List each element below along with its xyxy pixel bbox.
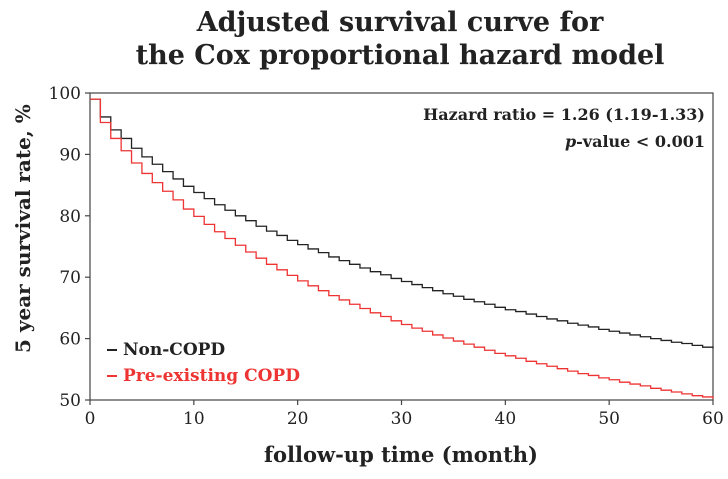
chart-title-line-2: the Cox proportional hazard model — [135, 40, 665, 71]
y-tick-label: 60 — [59, 330, 81, 350]
legend-label: Pre-existing COPD — [123, 366, 300, 386]
y-tick-label: 80 — [59, 207, 81, 227]
legend-label: Non-COPD — [123, 340, 225, 360]
x-tick-label: 60 — [702, 409, 724, 429]
y-tick-label: 90 — [59, 145, 81, 165]
chart-title-line-1: Adjusted survival curve for — [196, 7, 604, 38]
series-line-non-copd — [90, 98, 714, 349]
x-tick-label: 50 — [598, 409, 620, 429]
series-layer — [90, 98, 714, 399]
y-tick-label: 100 — [49, 84, 81, 104]
hazard-annotation: Hazard ratio = 1.26 (1.19-1.33) p-value … — [423, 105, 705, 151]
x-tick-label: 40 — [495, 409, 517, 429]
axes: 0 10 20 30 40 50 60 50 60 70 80 90 100 — [49, 84, 724, 429]
y-tick-label: 50 — [59, 391, 81, 411]
p-value-text: p-value < 0.001 — [565, 132, 705, 151]
x-tick-label: 10 — [183, 409, 205, 429]
x-tick-label: 0 — [85, 409, 96, 429]
x-tick-label: 30 — [391, 409, 413, 429]
legend: Non-COPD Pre-existing COPD — [107, 340, 300, 386]
hazard-ratio-text: Hazard ratio = 1.26 (1.19-1.33) — [423, 105, 705, 124]
series-line-pre-existing-copd — [90, 98, 714, 399]
x-tick-label: 20 — [287, 409, 309, 429]
chart-title: Adjusted survival curve for the Cox prop… — [60, 6, 728, 72]
p-value-rest: -value < 0.001 — [576, 132, 705, 151]
x-axis-label: follow-up time (month) — [264, 442, 538, 467]
p-value-italic: p — [565, 132, 576, 151]
y-tick-label: 70 — [59, 268, 81, 288]
